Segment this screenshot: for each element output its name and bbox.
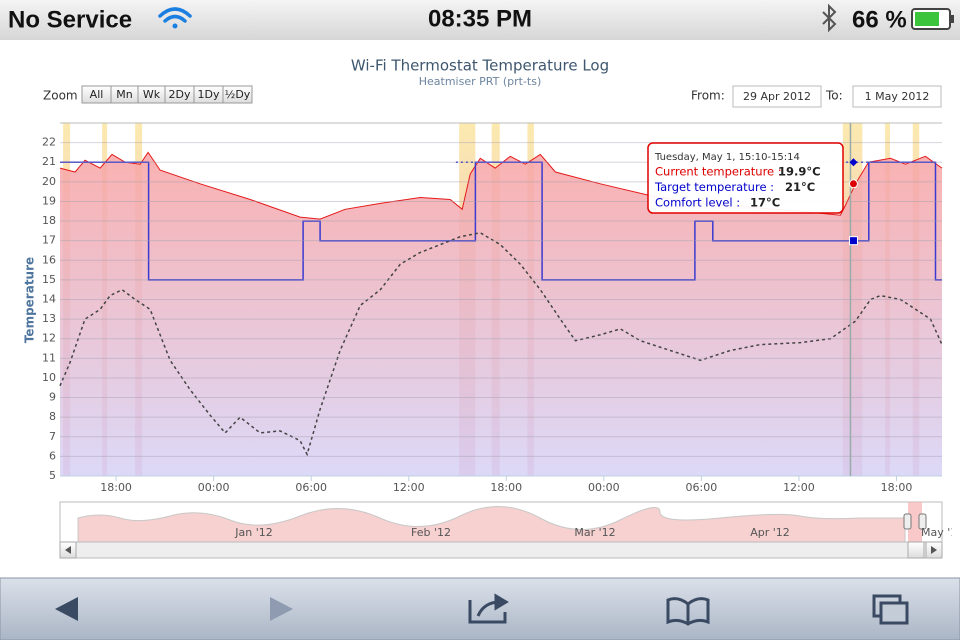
y-axis-title: Temperature: [23, 257, 37, 343]
from-value[interactable]: 29 Apr 2012: [743, 90, 811, 103]
tooltip-label: Comfort level :: [655, 196, 740, 210]
zoom-button[interactable]: [222, 85, 253, 104]
zoom-button-label[interactable]: ½Dy: [225, 88, 251, 101]
area-fill: [60, 152, 942, 476]
clock: 08:35 PM: [428, 5, 532, 32]
navigator-handle[interactable]: [903, 513, 912, 530]
zoom-button-label[interactable]: 2Dy: [169, 88, 191, 101]
zoom-button-label[interactable]: Wk: [143, 88, 161, 101]
to-input[interactable]: [852, 85, 942, 108]
y-tick-label: 18: [42, 214, 56, 227]
chart-subtitle: Heatmiser PRT (prt-ts): [419, 75, 542, 88]
navigator-handle[interactable]: [918, 513, 927, 530]
browser-toolbar: [0, 577, 960, 641]
y-tick-label: 14: [42, 293, 56, 306]
navigator-label: Feb '12: [411, 526, 451, 539]
zoom-button-label[interactable]: All: [90, 88, 104, 101]
carrier: No Service: [8, 6, 132, 33]
y-tick-label: 13: [42, 312, 56, 325]
x-tick-label: 06:00: [295, 481, 327, 494]
y-tick-label: 22: [42, 136, 56, 149]
battery-icon: [911, 8, 954, 30]
to-value[interactable]: 1 May 2012: [865, 90, 930, 103]
y-tick-label: 7: [49, 430, 56, 443]
y-tick-label: 21: [42, 155, 56, 168]
back-button[interactable]: [55, 597, 78, 621]
y-tick-label: 12: [42, 332, 56, 345]
plot-area: 5 6 7 8 9 10 11 12 13 14 15 16 17 18 19 20 21 22 18:00 00:0…: [42, 122, 943, 494]
tooltip-value: 17°C: [750, 196, 780, 210]
tooltip-marker: [849, 158, 858, 167]
y-tick-label: 10: [42, 371, 56, 384]
tooltip-label: Current temperature :: [655, 165, 782, 179]
x-tick-label: 18:00: [490, 481, 522, 494]
navigator-labels: Jan '12 Feb '12 Mar '12 Apr '12 May '12: [234, 526, 960, 539]
zoom-button-label[interactable]: Mn: [116, 88, 132, 101]
tooltip: Tuesday, May 1, 15:10-15:14 Current tempe…: [647, 142, 844, 214]
x-tick-label: 06:00: [686, 481, 718, 494]
x-tick-label: 00:00: [588, 481, 620, 494]
scroll-right-arrow: [931, 546, 937, 554]
series-line: [59, 232, 943, 457]
from-label: From:: [691, 89, 725, 103]
navigator-label: Apr '12: [750, 526, 790, 539]
x-tick-label: 12:00: [783, 481, 815, 494]
chart-title: Wi-Fi Thermostat Temperature Log: [351, 57, 609, 75]
tabs-button[interactable]: [872, 594, 909, 625]
y-tick-label: 15: [42, 273, 56, 286]
scroll-thumb[interactable]: [907, 541, 925, 559]
navigator-label: Jan '12: [234, 526, 272, 539]
wifi-icon: [158, 7, 192, 29]
y-tick-label: 19: [42, 194, 56, 207]
zoom-label: Zoom: [43, 89, 78, 103]
x-tick-label: 12:00: [393, 481, 425, 494]
series-line: [60, 161, 942, 281]
x-tick-label: 00:00: [198, 481, 230, 494]
y-tick-label: 16: [42, 253, 56, 266]
y-tick-label: 6: [49, 449, 56, 462]
tooltip-box: [647, 142, 844, 214]
bluetooth-icon: [822, 3, 837, 33]
scrollbar: [59, 541, 943, 559]
share-button[interactable]: [468, 593, 509, 624]
tooltip-value: 19.9°C: [778, 165, 821, 179]
x-tick-label: 18:00: [100, 481, 132, 494]
tooltip-header: Tuesday, May 1, 15:10-15:14: [654, 152, 800, 163]
y-tick-label: 5: [49, 469, 56, 482]
y-tick-label: 9: [49, 391, 56, 404]
tooltip-label: Target temperature :: [654, 180, 774, 194]
to-label: To:: [825, 89, 843, 103]
navigator-label: Mar '12: [574, 526, 615, 539]
scroll-left-arrow: [65, 546, 71, 554]
status-bar: [0, 0, 960, 40]
from-input[interactable]: [732, 85, 822, 108]
zoom-buttons: All Mn Wk 2Dy 1Dy ½Dy: [81, 85, 253, 104]
bookmarks-button[interactable]: [666, 597, 710, 626]
y-tick-label: 17: [42, 234, 56, 247]
navigator-window: [908, 502, 922, 542]
forward-button: [270, 597, 293, 621]
navigator-series: [77, 506, 906, 543]
battery-level: 66 %: [852, 6, 907, 33]
tooltip-marker: [848, 236, 858, 246]
y-tick-label: 8: [49, 410, 56, 423]
x-tick-label: 18:00: [881, 481, 913, 494]
navigator: Jan '12 Feb '12 Mar '12 Apr '12 May '12: [59, 501, 960, 559]
tooltip-value: 21°C: [785, 180, 815, 194]
y-tick-label: 11: [42, 351, 56, 364]
zoom-button-label[interactable]: 1Dy: [198, 88, 220, 101]
y-tick-label: 20: [42, 175, 56, 188]
navigator-label: May '12: [921, 526, 960, 539]
tooltip-marker: [848, 179, 858, 189]
